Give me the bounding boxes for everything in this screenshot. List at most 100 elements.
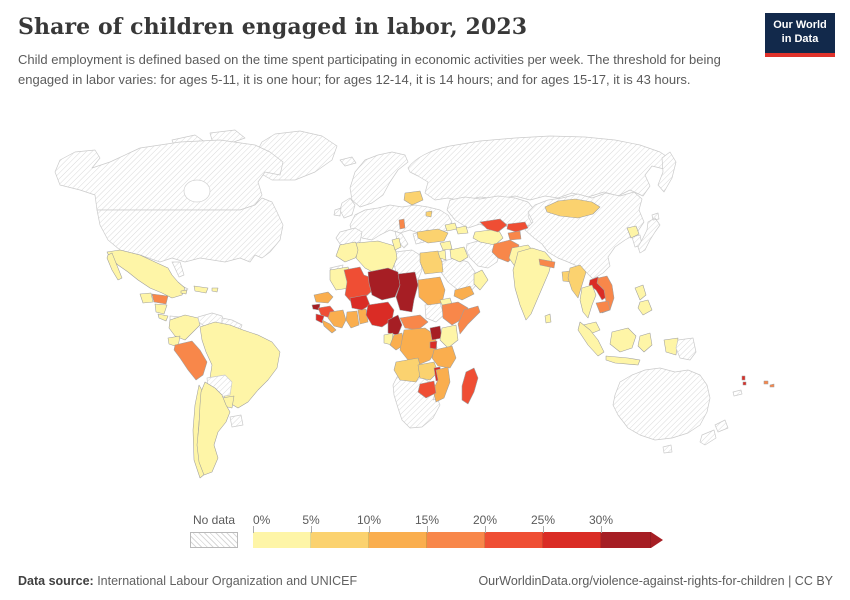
country-zimbabwe[interactable]: [417, 380, 437, 399]
country-cambodia[interactable]: [595, 300, 611, 314]
country-nigeria[interactable]: [365, 301, 395, 328]
country-yemen[interactable]: [453, 285, 475, 301]
country-west-papua[interactable]: [663, 337, 679, 356]
country-colombia[interactable]: [168, 314, 201, 341]
country-puerto-rico[interactable]: [211, 287, 219, 293]
country-oman[interactable]: [473, 269, 489, 291]
country-japan[interactable]: [637, 212, 661, 254]
country-morocco[interactable]: [335, 241, 363, 263]
country-tajikistan[interactable]: [507, 230, 522, 241]
country-mali[interactable]: [343, 266, 374, 304]
country-dr-congo[interactable]: [399, 327, 438, 366]
country-syria[interactable]: [439, 240, 453, 251]
country-united-states[interactable]: [96, 197, 284, 278]
country-australia[interactable]: [612, 367, 711, 441]
country-uruguay[interactable]: [229, 414, 244, 428]
legend-segment-25-30%[interactable]: [543, 532, 601, 548]
country-hispaniola[interactable]: [193, 285, 209, 294]
country-honduras[interactable]: [151, 293, 169, 305]
country-central-african-republic[interactable]: [399, 314, 429, 331]
country-vietnam[interactable]: [596, 275, 615, 314]
country-nicaragua[interactable]: [154, 303, 168, 315]
country-russia[interactable]: [407, 135, 673, 202]
country-tasmania[interactable]: [662, 444, 673, 454]
chart-subtitle: Child employment is defined based on the…: [18, 52, 721, 88]
country-new-caledonia[interactable]: [732, 389, 743, 397]
country-burkina-faso[interactable]: [349, 294, 371, 311]
country-papua-new-guinea[interactable]: [675, 337, 697, 361]
country-new-zealand[interactable]: [699, 419, 729, 446]
legend-segment-10-15%[interactable]: [369, 532, 427, 548]
country-argentina[interactable]: [196, 381, 231, 476]
country-cameroon[interactable]: [387, 314, 403, 336]
legend-tick: [601, 525, 602, 533]
legend-segment-0-5%[interactable]: [253, 532, 311, 548]
legend-segment-15-20%[interactable]: [427, 532, 485, 548]
country-niger[interactable]: [367, 267, 401, 301]
country-borneo[interactable]: [609, 327, 637, 353]
country-ireland[interactable]: [333, 207, 342, 217]
country-kenya[interactable]: [439, 324, 459, 349]
country-iraq[interactable]: [449, 246, 469, 263]
country-kamchatka[interactable]: [657, 151, 677, 193]
country-north-korea[interactable]: [626, 225, 640, 239]
country-senegal[interactable]: [313, 291, 334, 304]
country-chad[interactable]: [395, 271, 419, 313]
country-myanmar[interactable]: [567, 264, 587, 299]
country-costa-rica[interactable]: [157, 313, 169, 322]
country-somalia[interactable]: [457, 305, 481, 335]
country-java[interactable]: [605, 355, 641, 366]
country-mexico[interactable]: [106, 249, 186, 299]
footer-url[interactable]: OurWorldinData.org/violence-against-righ…: [478, 574, 785, 588]
footer-link: OurWorldinData.org/violence-against-righ…: [478, 574, 833, 588]
country-cote-divoire[interactable]: [327, 309, 347, 329]
country-tunisia[interactable]: [391, 237, 402, 251]
country-philippines-south[interactable]: [637, 299, 653, 316]
country-sumatra[interactable]: [577, 321, 605, 357]
country-belarus[interactable]: [403, 190, 424, 206]
country-jamaica[interactable]: [180, 289, 188, 295]
country-azerbaijan[interactable]: [455, 225, 469, 235]
country-jordan[interactable]: [437, 249, 447, 261]
country-albania[interactable]: [398, 218, 406, 230]
country-uzbekistan[interactable]: [479, 218, 508, 233]
country-zambia[interactable]: [417, 361, 439, 381]
country-egypt[interactable]: [419, 250, 444, 275]
country-madagascar[interactable]: [461, 367, 479, 405]
country-guatemala[interactable]: [139, 292, 154, 304]
country-sri-lanka[interactable]: [544, 313, 552, 324]
country-sulawesi[interactable]: [637, 332, 653, 353]
country-rwanda-burundi[interactable]: [429, 340, 438, 350]
country-peru[interactable]: [173, 340, 208, 381]
legend-arrow-cap: [651, 532, 663, 548]
country-philippines-north[interactable]: [634, 284, 647, 301]
legend-segment-20-25%[interactable]: [485, 532, 543, 548]
no-data-swatch[interactable]: [190, 532, 238, 548]
page-title: Share of children engaged in labor, 2023: [18, 14, 528, 40]
country-scandinavia[interactable]: [349, 151, 409, 208]
legend-segment-30%+[interactable]: [601, 532, 651, 548]
country-fiji[interactable]: [763, 380, 775, 388]
country-ghana[interactable]: [345, 310, 360, 329]
country-mozambique[interactable]: [432, 366, 451, 403]
country-saudi-arabia[interactable]: [439, 257, 479, 293]
country-canada[interactable]: [54, 139, 284, 211]
country-south-sudan[interactable]: [424, 302, 445, 323]
country-vanuatu[interactable]: [741, 375, 747, 386]
footer-license[interactable]: CC BY: [794, 574, 833, 588]
country-angola[interactable]: [393, 357, 423, 383]
country-nepal[interactable]: [538, 258, 556, 269]
country-liberia[interactable]: [321, 319, 337, 334]
legend-segment-5-10%[interactable]: [311, 532, 369, 548]
country-congo[interactable]: [389, 332, 405, 351]
country-india[interactable]: [512, 247, 553, 321]
country-mongolia[interactable]: [544, 198, 601, 219]
country-tanzania[interactable]: [431, 345, 457, 369]
country-turkey[interactable]: [416, 228, 449, 244]
country-iceland[interactable]: [339, 156, 357, 167]
country-thailand[interactable]: [579, 284, 597, 319]
country-baja-california[interactable]: [106, 252, 123, 281]
country-moldova[interactable]: [425, 210, 433, 218]
country-kyrgyzstan[interactable]: [506, 221, 529, 233]
